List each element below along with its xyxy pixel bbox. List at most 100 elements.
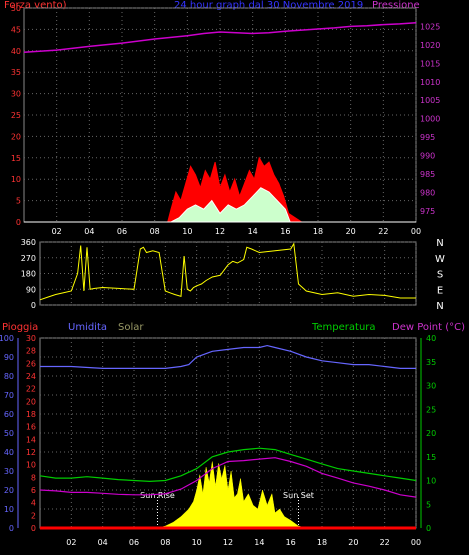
humidity-y-tick-label: 100 bbox=[0, 334, 14, 343]
rain-y-tick-label: 2 bbox=[31, 511, 36, 520]
wind-y-tick-label: 40 bbox=[11, 47, 21, 56]
pressure-y-tick-label: 990 bbox=[420, 152, 435, 161]
wind-y-tick-label: 20 bbox=[11, 132, 21, 141]
humidity-y-tick-label: 70 bbox=[4, 391, 14, 400]
wind-x-tick-label: 20 bbox=[346, 227, 356, 236]
pressure-y-tick-label: 980 bbox=[420, 188, 435, 197]
rain-y-tick-label: 24 bbox=[26, 372, 36, 381]
temp-x-tick-label: 04 bbox=[98, 538, 108, 547]
wind-y-tick-label: 35 bbox=[11, 68, 21, 77]
temperature-y-tick-label: 30 bbox=[426, 382, 436, 391]
temperature-y-tick-label: 10 bbox=[426, 477, 436, 486]
wind-average-series bbox=[24, 187, 416, 223]
humidity-y-tick-label: 60 bbox=[4, 410, 14, 419]
temp-x-tick-label: 12 bbox=[223, 538, 233, 547]
temperature-legend-label: Temperatura bbox=[312, 322, 376, 333]
pressure-y-tick-label: 1025 bbox=[420, 22, 440, 31]
humidity-y-tick-label: 90 bbox=[4, 353, 14, 362]
solar-series bbox=[40, 461, 416, 529]
rain-y-tick-label: 12 bbox=[26, 448, 36, 457]
temp-x-tick-label: 18 bbox=[317, 538, 327, 547]
wind-x-tick-label: 08 bbox=[150, 227, 160, 236]
temp-x-tick-label: 08 bbox=[160, 538, 170, 547]
wind-y-tick-label: 10 bbox=[11, 175, 21, 184]
temp-x-tick-label: 22 bbox=[380, 538, 390, 547]
wind-y-tick-label: 30 bbox=[11, 90, 21, 99]
rain-y-tick-label: 8 bbox=[31, 473, 36, 482]
chart-title: 24 hour graph dal 30 Novembre 2019 bbox=[174, 0, 364, 11]
direction-y-tick-label: 90 bbox=[26, 285, 36, 294]
temperature-y-tick-label: 40 bbox=[426, 334, 436, 343]
rain-y-tick-label: 16 bbox=[26, 423, 36, 432]
wind-x-tick-label: 16 bbox=[280, 227, 290, 236]
wind-y-tick-label: 0 bbox=[16, 218, 21, 227]
temp-x-tick-label: 06 bbox=[129, 538, 139, 547]
pressure-y-tick-label: 1015 bbox=[420, 59, 440, 68]
compass-label: S bbox=[437, 270, 443, 281]
wind-x-tick-label: 04 bbox=[84, 227, 94, 236]
wind-x-tick-label: 22 bbox=[378, 227, 388, 236]
temp-x-tick-label: 02 bbox=[66, 538, 76, 547]
pressure-y-tick-label: 985 bbox=[420, 170, 435, 179]
direction-y-tick-label: 270 bbox=[21, 254, 36, 263]
pressure-y-tick-label: 1020 bbox=[420, 41, 440, 50]
temp-x-tick-label: 00 bbox=[411, 538, 421, 547]
solar-legend-label: Solar bbox=[118, 322, 144, 333]
dewpoint-series bbox=[39, 457, 417, 498]
pressure-y-tick-label: 1005 bbox=[420, 96, 440, 105]
humidity-legend-label: Umidita bbox=[68, 322, 108, 333]
wind-y-tick-label: 5 bbox=[16, 197, 21, 206]
humidity-y-tick-label: 40 bbox=[4, 448, 14, 457]
rain-y-tick-label: 18 bbox=[26, 410, 36, 419]
wind-y-tick-label: 45 bbox=[11, 25, 21, 34]
wind-x-tick-label: 06 bbox=[117, 227, 127, 236]
wind-x-tick-label: 14 bbox=[248, 227, 258, 236]
temperature-y-tick-label: 5 bbox=[426, 500, 431, 509]
pressure-series bbox=[23, 22, 417, 54]
compass-label: W bbox=[435, 254, 445, 265]
rain-axis-title: Pioggia bbox=[2, 322, 39, 333]
temp-x-tick-label: 16 bbox=[286, 538, 296, 547]
humidity-y-tick-label: 10 bbox=[4, 505, 14, 514]
rain-y-tick-label: 20 bbox=[26, 397, 36, 406]
sunrise-label: Sun Rise bbox=[140, 491, 175, 500]
temperature-y-tick-label: 20 bbox=[426, 429, 436, 438]
rain-y-tick-label: 10 bbox=[26, 461, 36, 470]
pressure-y-tick-label: 1010 bbox=[420, 78, 440, 87]
wind-x-tick-label: 00 bbox=[411, 227, 421, 236]
wind-y-tick-label: 25 bbox=[11, 111, 21, 120]
pressure-y-tick-label: 975 bbox=[420, 207, 435, 216]
wind-x-tick-label: 02 bbox=[52, 227, 62, 236]
temp-x-tick-label: 20 bbox=[348, 538, 358, 547]
compass-label: N bbox=[436, 301, 443, 312]
temperature-y-tick-label: 25 bbox=[426, 405, 436, 414]
rain-y-tick-label: 22 bbox=[26, 385, 36, 394]
compass-label: E bbox=[437, 285, 443, 296]
compass-label: N bbox=[436, 238, 443, 249]
rain-y-tick-label: 0 bbox=[31, 524, 36, 533]
humidity-y-tick-label: 20 bbox=[4, 486, 14, 495]
wind-y-tick-label: 50 bbox=[11, 4, 21, 13]
pressure-axis-title: Pressione bbox=[372, 0, 420, 11]
wind-x-tick-label: 12 bbox=[215, 227, 225, 236]
humidity-y-tick-label: 0 bbox=[9, 524, 14, 533]
wind-x-tick-label: 18 bbox=[313, 227, 323, 236]
temperature-y-tick-label: 15 bbox=[426, 453, 436, 462]
wind-y-tick-label: 15 bbox=[11, 154, 21, 163]
rain-y-tick-label: 28 bbox=[26, 347, 36, 356]
rain-y-tick-label: 6 bbox=[31, 486, 36, 495]
pressure-y-tick-label: 995 bbox=[420, 133, 435, 142]
wind-gust-series bbox=[24, 156, 416, 223]
direction-y-tick-label: 360 bbox=[21, 238, 36, 247]
wind-axis-title: Forza vento) bbox=[4, 0, 67, 11]
temperature-y-tick-label: 35 bbox=[426, 358, 436, 367]
humidity-y-tick-label: 80 bbox=[4, 372, 14, 381]
sunset-label: Sun Set bbox=[283, 491, 314, 500]
temperature-y-tick-label: 0 bbox=[426, 524, 431, 533]
dewpoint-legend-label: Dew Point (°C) bbox=[392, 322, 466, 333]
humidity-y-tick-label: 30 bbox=[4, 467, 14, 476]
rain-y-tick-label: 14 bbox=[26, 435, 36, 444]
humidity-series bbox=[40, 344, 416, 369]
rain-y-tick-label: 26 bbox=[26, 359, 36, 368]
